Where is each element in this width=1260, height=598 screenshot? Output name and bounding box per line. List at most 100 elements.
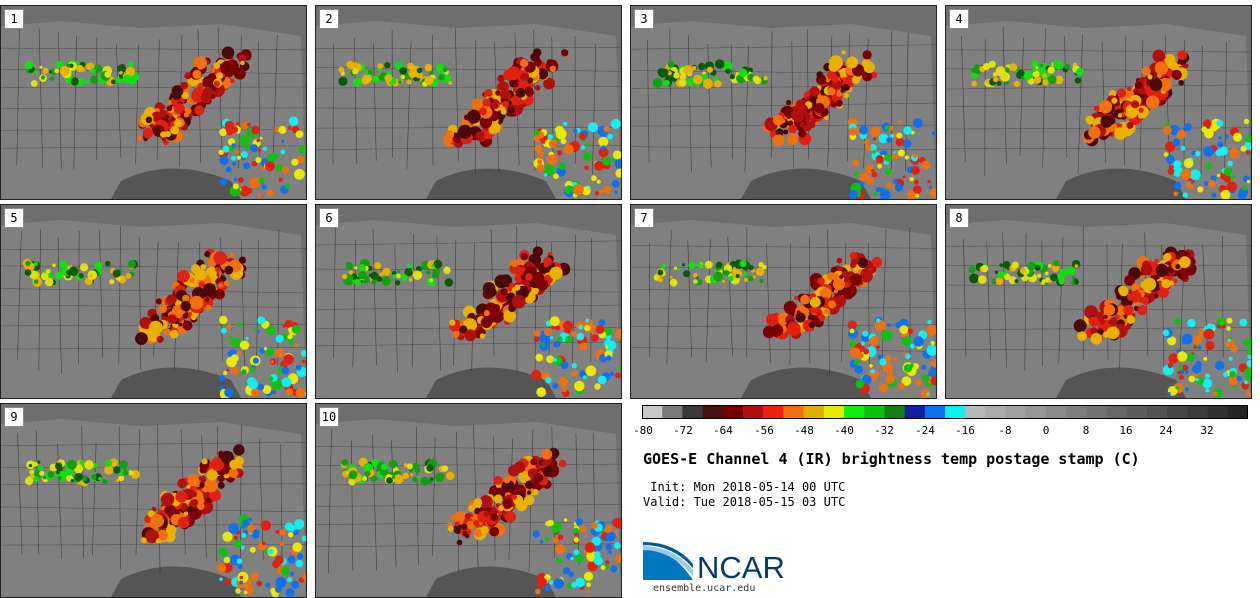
cloud-cell (262, 184, 267, 189)
cloud-cell (1173, 192, 1178, 197)
cloud-cell (222, 146, 229, 153)
ensemble-member-panel[interactable]: 5 (0, 204, 307, 399)
cloud-cell (220, 61, 233, 74)
cloud-cell (594, 383, 600, 389)
cloud-cell (1064, 64, 1070, 70)
cloud-cell (285, 320, 293, 328)
cloud-cell (572, 363, 577, 368)
cloud-cell (1166, 155, 1175, 164)
cloud-cell (229, 460, 239, 470)
cloud-cell (525, 273, 533, 281)
cloud-cell (220, 178, 227, 185)
cloud-cell (1020, 268, 1026, 274)
cloud-cell (445, 278, 453, 286)
cloud-cell (276, 577, 287, 588)
cloud-cell (1195, 151, 1200, 156)
cloud-cell (1053, 61, 1059, 67)
ensemble-member-panel[interactable]: 2 (315, 5, 622, 200)
cloud-cell (494, 494, 503, 503)
cloud-cell (1177, 130, 1186, 139)
cloud-cell (291, 581, 299, 589)
cloud-cell (553, 341, 560, 348)
cloud-cell (446, 472, 455, 481)
cloud-cell (896, 138, 905, 147)
cloud-cell (342, 274, 347, 279)
cloud-cell (511, 494, 517, 500)
cloud-cell (431, 264, 434, 267)
cloud-cell (870, 127, 880, 137)
cloud-cell (57, 476, 61, 480)
cloud-cell (384, 74, 392, 82)
cloud-cell (892, 153, 898, 159)
cloud-cell (352, 68, 358, 74)
cloud-cell (457, 540, 463, 546)
cloud-cell (426, 270, 430, 274)
cloud-cell (237, 156, 241, 160)
cloud-cell (105, 261, 111, 267)
cloud-cell (29, 464, 32, 467)
ensemble-member-panel[interactable]: 7 (630, 204, 937, 399)
colorbar-swatch (1187, 405, 1208, 419)
cloud-cell (1168, 168, 1175, 175)
cloud-cell (784, 301, 797, 314)
cloud-cell (549, 139, 558, 148)
cloud-cell (680, 74, 686, 80)
cloud-cell (1104, 304, 1116, 316)
ensemble-member-panel[interactable]: 8 (945, 204, 1252, 399)
cloud-cell (794, 104, 808, 118)
cloud-cell (550, 336, 553, 339)
cloud-cell (581, 145, 586, 150)
colorbar-tick-label: -32 (874, 424, 894, 437)
cloud-cell (698, 63, 706, 71)
cloud-cell (1246, 392, 1251, 397)
cloud-cell (200, 466, 208, 474)
cloud-cell (872, 257, 882, 267)
cloud-cell (1216, 120, 1223, 127)
cloud-cell (167, 314, 177, 324)
cloud-cell (262, 542, 266, 546)
ensemble-member-panel[interactable]: 3 (630, 5, 937, 200)
cloud-cell (280, 541, 284, 545)
cloud-cell (227, 324, 232, 329)
cloud-cell (1035, 265, 1041, 271)
cloud-cell (296, 560, 304, 568)
cloud-cell (978, 275, 987, 284)
cloud-cell (241, 151, 248, 158)
ensemble-member-panel[interactable]: 6 (315, 204, 622, 399)
cloud-cell (882, 330, 893, 341)
ncar-wordmark: NCAR (697, 550, 785, 582)
ensemble-member-panel[interactable]: 1 (0, 5, 307, 200)
cloud-cell (583, 375, 587, 379)
cloud-cell (448, 81, 452, 85)
cloud-cell (205, 297, 209, 301)
cloud-cell (862, 331, 868, 337)
cloud-cell (349, 470, 358, 479)
cloud-cell (1180, 146, 1185, 151)
ensemble-member-panel[interactable]: 9 (0, 403, 307, 598)
cloud-cell (1182, 334, 1193, 345)
cloud-cell (249, 518, 252, 521)
cloud-cell (498, 505, 504, 511)
cloud-cell (896, 133, 902, 139)
cloud-cell (265, 161, 275, 171)
cloud-cell (534, 336, 540, 342)
cloud-cell (1175, 264, 1180, 269)
cloud-cell (1195, 378, 1198, 381)
cloud-cell (219, 128, 227, 136)
cloud-cell (433, 260, 442, 269)
cloud-cell (861, 341, 865, 345)
cloud-cell (355, 279, 362, 286)
website-url[interactable]: ensemble.ucar.edu (653, 583, 755, 594)
cloud-cell (267, 153, 276, 162)
cloud-cell (443, 67, 448, 72)
cloud-cell (810, 297, 821, 308)
cloud-cell (850, 347, 860, 357)
cloud-cell (1074, 319, 1087, 332)
ensemble-member-panel[interactable]: 10 (315, 403, 622, 598)
cloud-cell (239, 581, 243, 585)
cloud-cell (489, 527, 499, 537)
ensemble-member-panel[interactable]: 4 (945, 5, 1252, 200)
cloud-cell (1135, 81, 1143, 89)
cloud-cell (251, 388, 259, 396)
cloud-cell (553, 173, 559, 179)
